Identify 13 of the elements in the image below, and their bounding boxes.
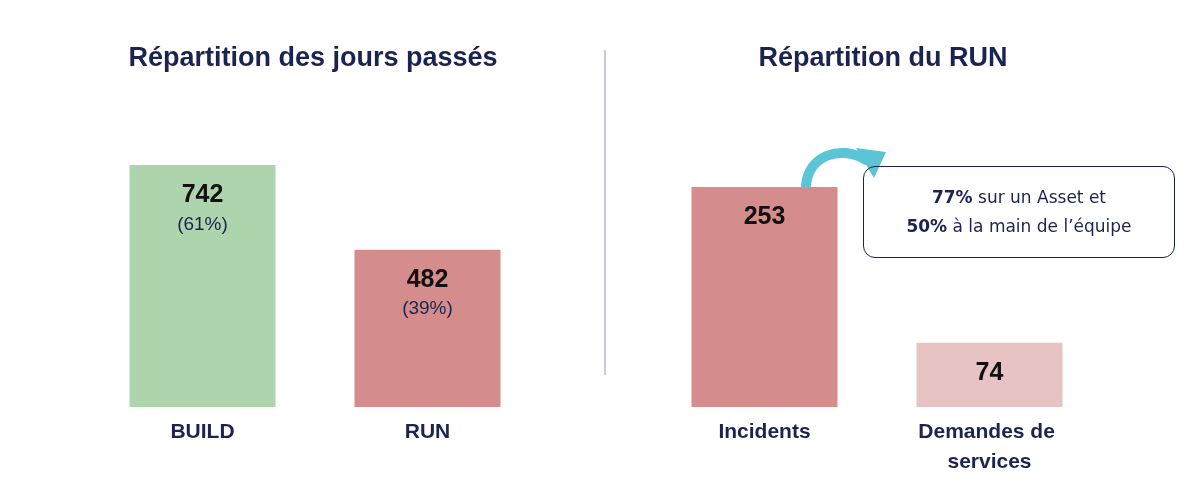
annotation: (39%) — [402, 297, 453, 319]
text: 77% sur un Asset et 50% à la main de l’équipe — [906, 187, 1132, 236]
x-tick-label: Demandes de services — [918, 418, 1061, 472]
x-tick-label: Incidents — [718, 418, 811, 442]
data-label: 74 — [975, 356, 1004, 385]
x-tick-label: RUN — [404, 418, 451, 442]
x-tick-label: BUILD — [170, 418, 235, 442]
chart-title: Répartition des jours passés — [128, 41, 498, 72]
data-label: 742 — [181, 179, 224, 207]
chart-title: Répartition du RUN — [758, 41, 1008, 72]
data-label: 482 — [406, 263, 449, 292]
annotation: (61%) — [177, 212, 228, 234]
data-label: 253 — [743, 201, 786, 229]
